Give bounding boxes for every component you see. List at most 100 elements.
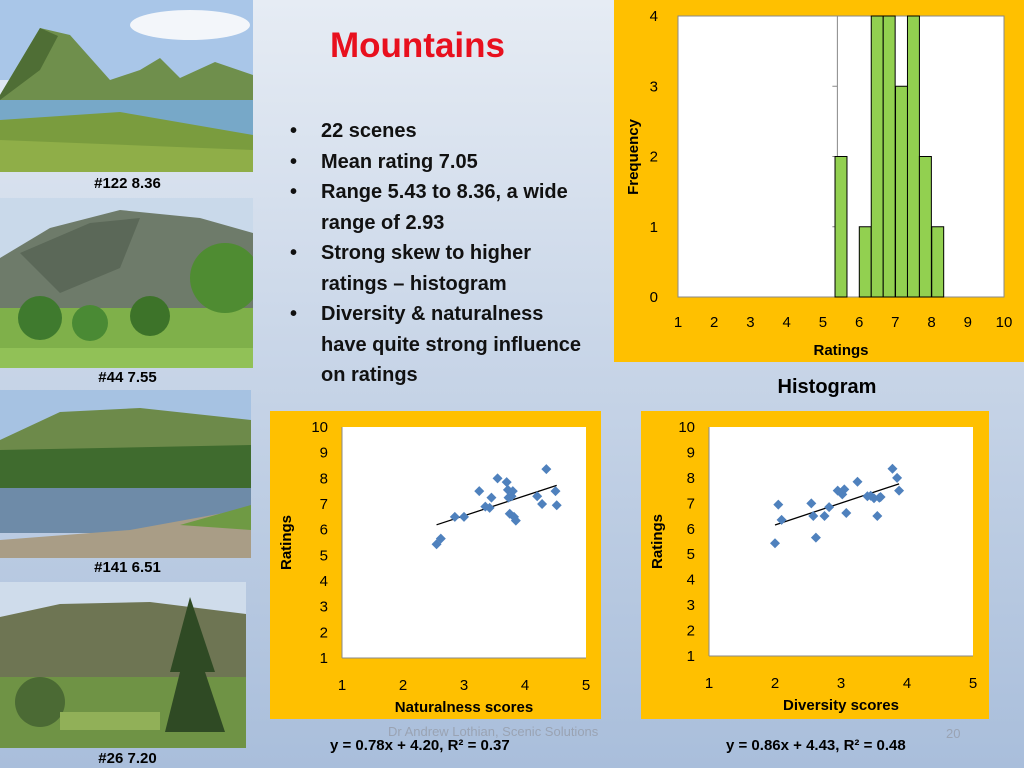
histogram-bar xyxy=(931,226,945,298)
plot-area xyxy=(709,427,973,656)
photo-44 xyxy=(0,198,253,368)
y-tick-label: 4 xyxy=(650,8,658,25)
data-point xyxy=(862,491,873,502)
bullet-item: • Mean rating 7.05 xyxy=(290,147,590,178)
bullet-text: Range 5.43 to 8.36, a wide range of 2.93 xyxy=(321,181,568,234)
y-tick-label: 1 xyxy=(320,650,328,667)
x-tick-label: 10 xyxy=(996,314,1013,331)
trendline xyxy=(774,483,900,526)
y-tick-label: 2 xyxy=(687,623,695,640)
data-point xyxy=(506,491,517,502)
naturalness-equation: y = 0.78x + 4.20, R² = 0.37 xyxy=(330,737,510,754)
bullet-text: Mean rating 7.05 xyxy=(321,150,478,173)
histogram-bar xyxy=(895,85,908,298)
x-tick-label: 1 xyxy=(705,675,713,692)
photo-caption: #26 7.20 xyxy=(98,750,157,767)
y-tick-label: 8 xyxy=(687,470,695,487)
y-tick-label: 2 xyxy=(320,624,328,641)
data-point xyxy=(486,492,497,503)
x-tick-label: 3 xyxy=(460,677,468,694)
y-tick-label: 8 xyxy=(320,470,328,487)
diversity-equation: y = 0.86x + 4.43, R² = 0.48 xyxy=(726,737,906,754)
x-tick-label: 1 xyxy=(338,677,346,694)
x-axis-label: Naturalness scores xyxy=(395,699,533,716)
y-tick-label: 5 xyxy=(320,547,328,564)
data-point xyxy=(874,492,885,503)
bullet-icon: • xyxy=(290,150,298,173)
data-point xyxy=(872,511,883,522)
x-tick-label: 2 xyxy=(710,314,718,331)
histogram-bar xyxy=(906,15,920,298)
data-point xyxy=(852,476,863,487)
data-point xyxy=(887,463,898,474)
y-tick-label: 9 xyxy=(320,445,328,462)
data-point xyxy=(484,502,495,513)
y-tick-label: 4 xyxy=(687,572,695,589)
data-point xyxy=(810,532,821,543)
y-tick-label: 3 xyxy=(320,599,328,616)
y-tick-label: 6 xyxy=(320,522,328,539)
data-point xyxy=(541,464,552,475)
histogram-caption: Histogram xyxy=(777,376,877,398)
diversity-chart: 1 2 3 4 5 6 7 8 9 10 1 2 3 4 5 Diversity scores Ratings xyxy=(649,419,977,714)
data-point xyxy=(839,484,850,495)
photo-caption: #44 7.55 xyxy=(98,369,157,386)
data-point xyxy=(435,533,446,544)
x-axis-label: Ratings xyxy=(813,342,868,359)
y-tick-label: 0 xyxy=(650,289,658,306)
data-point xyxy=(819,511,830,522)
data-point xyxy=(532,491,543,502)
y-tick-label: 3 xyxy=(650,78,658,95)
slide-title: Mountains xyxy=(330,26,505,65)
y-tick-label: 3 xyxy=(687,597,695,614)
data-point xyxy=(501,477,512,488)
x-tick-label: 3 xyxy=(837,675,845,692)
data-point xyxy=(808,511,819,522)
data-point xyxy=(550,486,561,497)
bullet-text: Strong skew to higher ratings – histogra… xyxy=(321,242,532,295)
y-axis-label: Ratings xyxy=(278,515,295,570)
bullet-text: Diversity & naturalness have quite stron… xyxy=(321,303,582,386)
photo-122 xyxy=(0,0,253,172)
y-tick-label: 6 xyxy=(687,521,695,538)
bullet-icon: • xyxy=(290,303,298,325)
bullet-item: • 22 scenes xyxy=(290,116,590,147)
photo-caption: #141 6.51 xyxy=(94,559,161,576)
x-tick-label: 7 xyxy=(891,314,899,331)
data-point xyxy=(776,514,787,525)
data-point xyxy=(492,473,503,484)
y-tick-label: 2 xyxy=(650,149,658,166)
x-tick-label: 6 xyxy=(855,314,863,331)
data-point xyxy=(770,538,780,549)
y-tick-label: 9 xyxy=(687,444,695,461)
x-axis-label: Diversity scores xyxy=(783,697,899,714)
x-tick-label: 4 xyxy=(521,677,529,694)
y-tick-label: 1 xyxy=(650,219,658,236)
data-point xyxy=(431,539,442,550)
naturalness-chart: 1 2 3 4 5 6 7 8 9 10 1 2 3 4 5 Naturalness scores Rating… xyxy=(278,419,590,716)
data-point xyxy=(551,500,562,511)
bullet-item: • Range 5.43 to 8.36, a wide range of 2.9… xyxy=(290,177,590,238)
x-tick-label: 5 xyxy=(819,314,827,331)
histogram-bar xyxy=(858,226,872,298)
histogram-bar xyxy=(882,15,896,298)
diversity-panel: 1 2 3 4 5 6 7 8 9 10 1 2 3 4 5 Diversity scores Ratings xyxy=(641,411,989,719)
y-tick-label: 7 xyxy=(687,495,695,512)
histogram-bar xyxy=(870,15,884,298)
y-tick-label: 4 xyxy=(320,573,328,590)
bullet-icon: • xyxy=(290,181,298,203)
y-axis-label: Frequency xyxy=(625,118,642,195)
data-point xyxy=(537,499,548,509)
x-tick-label: 2 xyxy=(771,675,779,692)
data-point xyxy=(773,499,784,510)
x-tick-label: 5 xyxy=(582,677,590,694)
data-point xyxy=(894,485,905,496)
data-point xyxy=(841,508,852,519)
x-tick-label: 2 xyxy=(399,677,407,694)
data-point xyxy=(507,486,518,497)
bullet-icon: • xyxy=(290,120,298,142)
photo-26 xyxy=(0,582,246,748)
bullet-text: 22 scenes xyxy=(321,120,417,142)
photo-caption: #122 8.36 xyxy=(94,175,161,192)
